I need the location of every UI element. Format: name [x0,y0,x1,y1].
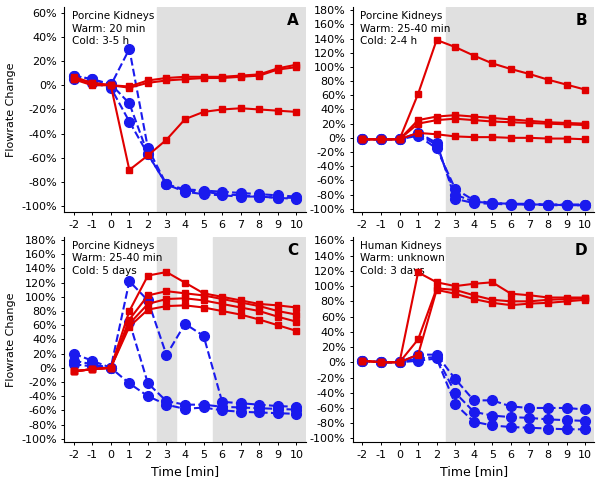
Text: Porcine Kidneys
Warm: 25-40 min
Cold: 2-4 h: Porcine Kidneys Warm: 25-40 min Cold: 2-… [361,11,451,46]
Y-axis label: Flowrate Change: Flowrate Change [5,62,16,157]
Bar [446,7,595,212]
Text: Porcine Kidneys
Warm: 20 min
Cold: 3-5 h: Porcine Kidneys Warm: 20 min Cold: 3-5 h [71,11,154,46]
Bar [446,237,595,442]
X-axis label: Time [min]: Time [min] [440,466,508,479]
Text: B: B [575,13,587,28]
X-axis label: Time [min]: Time [min] [151,466,219,479]
Y-axis label: Flowrate Change: Flowrate Change [5,292,16,387]
Bar [157,237,176,442]
Text: Human Kidneys
Warm: unknown
Cold: 3 days: Human Kidneys Warm: unknown Cold: 3 days [361,241,445,276]
Text: Porcine Kidneys
Warm: 25-40 min
Cold: 5 days: Porcine Kidneys Warm: 25-40 min Cold: 5 … [71,241,162,276]
Text: D: D [575,243,587,258]
Text: C: C [287,243,298,258]
Bar [157,7,305,212]
Bar [213,237,305,442]
Text: A: A [287,13,298,28]
